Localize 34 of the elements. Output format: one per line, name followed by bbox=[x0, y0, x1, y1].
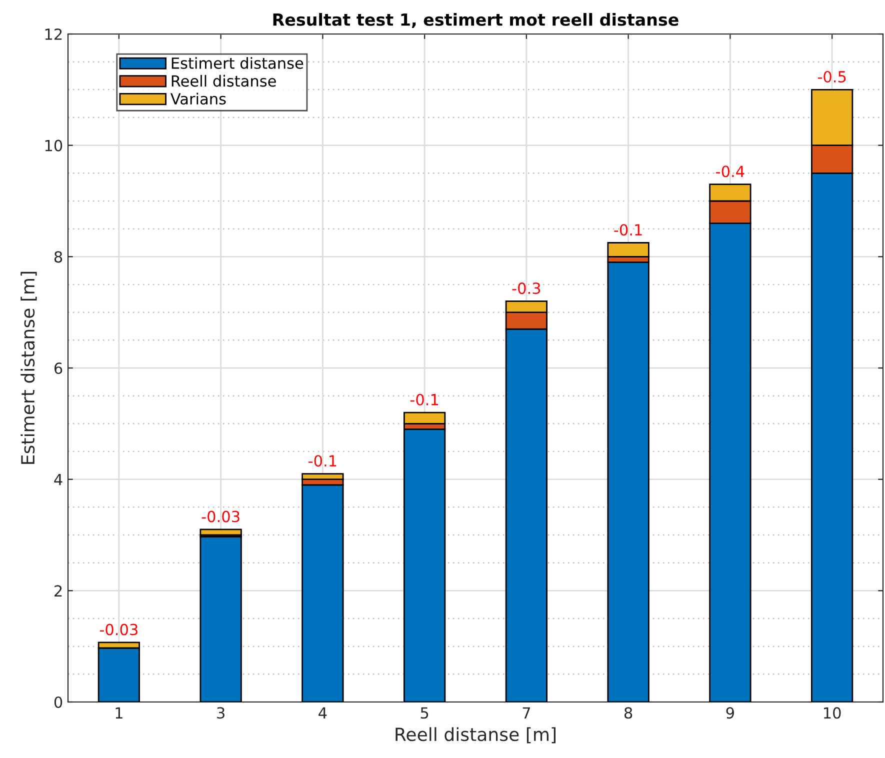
y-tick-label: 12 bbox=[45, 28, 62, 40]
x-tick-label: 10 bbox=[824, 707, 841, 719]
legend-label: Reell distanse bbox=[172, 74, 276, 87]
x-axis-title: Reell distanse [m] bbox=[396, 727, 556, 744]
y-tick-label: 4 bbox=[54, 474, 62, 486]
x-tick-label: 4 bbox=[318, 707, 327, 718]
x-tick-label: 3 bbox=[217, 707, 224, 719]
y-tick-label: 6 bbox=[54, 362, 62, 374]
bar bbox=[200, 528, 242, 536]
text: -0.03 bbox=[202, 510, 240, 522]
y-tick-label: 10 bbox=[45, 140, 62, 152]
legend-label: Estimert distanse bbox=[172, 57, 304, 69]
text: -0.1 bbox=[308, 455, 336, 467]
x-tick-label: 5 bbox=[420, 707, 428, 719]
y-tick-label: 2 bbox=[54, 585, 62, 596]
text: -0.1 bbox=[614, 224, 642, 236]
bar bbox=[403, 428, 446, 702]
y-tick-label: 8 bbox=[54, 251, 62, 263]
text: -0.3 bbox=[512, 282, 540, 294]
text: -0.1 bbox=[410, 394, 438, 406]
bar bbox=[302, 484, 344, 702]
bar bbox=[607, 262, 650, 702]
x-tick-label: 1 bbox=[116, 707, 122, 718]
chart-title: Resultat test 1, estimert mot reell distanse bbox=[273, 13, 678, 28]
x-tick-label: 8 bbox=[624, 707, 632, 719]
x-tick-label: 9 bbox=[726, 707, 734, 719]
text: -0.5 bbox=[818, 70, 846, 83]
y-tick-label: 0 bbox=[54, 696, 62, 708]
legend-label: Varians bbox=[170, 92, 226, 105]
text: -0.03 bbox=[100, 624, 138, 636]
text: -0.4 bbox=[716, 166, 744, 178]
y-axis-title: Estimert distanse [m] bbox=[20, 272, 37, 464]
x-tick-label: 7 bbox=[522, 707, 530, 718]
bar bbox=[200, 536, 242, 702]
